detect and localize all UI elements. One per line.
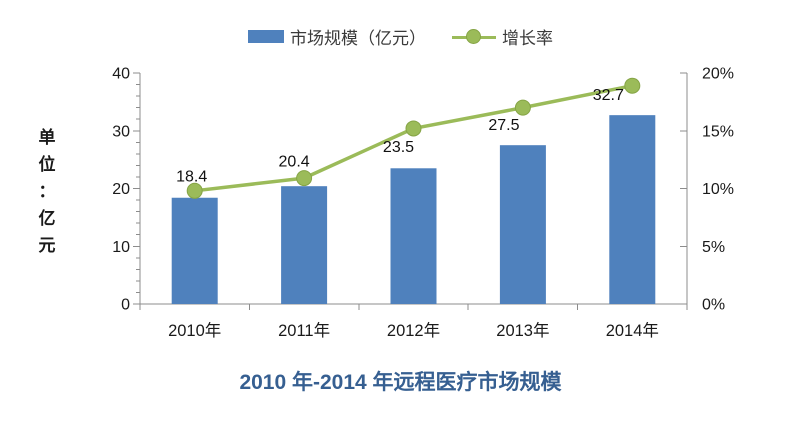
bar-2010年 bbox=[171, 197, 218, 304]
bar-value-label: 32.7 bbox=[593, 87, 624, 104]
secondary-y-axis-tick-label: 0% bbox=[702, 297, 725, 314]
y-axis-unit-label: 单位 ： 亿元 bbox=[34, 124, 60, 259]
line-marker-dot-icon bbox=[466, 28, 481, 44]
legend-label-market-size: 市场规模（亿元） bbox=[290, 29, 426, 48]
chart-title: 2010 年-2014 年远程医疗市场规模 bbox=[239, 371, 562, 394]
y-axis-unit-char: 单 bbox=[38, 128, 56, 147]
bar-value-label: 27.5 bbox=[488, 117, 519, 134]
bar-2012年 bbox=[390, 168, 437, 304]
secondary-y-axis-tick-label: 20% bbox=[702, 66, 734, 83]
y-axis-tick-label: 10 bbox=[112, 239, 130, 256]
growth-rate-marker-2010年 bbox=[186, 182, 203, 199]
y-axis-unit-char: 亿 bbox=[38, 209, 56, 228]
x-axis-category-label: 2012年 bbox=[387, 321, 440, 340]
bar-2013年 bbox=[499, 145, 546, 304]
legend-item-growth-rate: 增长率 bbox=[452, 24, 553, 49]
y-axis-tick-label: 30 bbox=[112, 123, 130, 140]
bar-value-label: 18.4 bbox=[176, 168, 207, 185]
growth-rate-marker-2013年 bbox=[514, 99, 531, 116]
x-axis-category-label: 2011年 bbox=[278, 321, 330, 340]
legend-label-growth-rate: 增长率 bbox=[502, 29, 553, 48]
line-series-swatch bbox=[452, 28, 496, 45]
y-axis-unit-char: ： bbox=[38, 182, 56, 201]
growth-rate-marker-2012年 bbox=[405, 120, 422, 137]
secondary-y-axis-tick-label: 5% bbox=[702, 239, 725, 256]
y-axis-tick-label: 20 bbox=[112, 181, 130, 198]
y-axis-tick-label: 40 bbox=[112, 66, 130, 83]
bar-2014年 bbox=[609, 115, 656, 304]
x-axis-category-label: 2010年 bbox=[168, 321, 221, 340]
legend-item-market-size: 市场规模（亿元） bbox=[248, 24, 426, 49]
y-axis-unit-char: 位 bbox=[38, 155, 56, 174]
y-axis-tick-label: 0 bbox=[121, 297, 130, 314]
growth-rate-marker-2014年 bbox=[624, 77, 641, 94]
y-axis-unit-char: 元 bbox=[38, 236, 56, 255]
legend: 市场规模（亿元） 增长率 bbox=[0, 24, 801, 49]
growth-rate-marker-2011年 bbox=[296, 170, 313, 187]
secondary-y-axis-tick-label: 15% bbox=[702, 123, 734, 140]
bar-2011年 bbox=[281, 186, 328, 304]
x-axis-category-label: 2014年 bbox=[606, 321, 659, 340]
secondary-y-axis-tick-label: 10% bbox=[702, 181, 734, 198]
bar-value-label: 23.5 bbox=[383, 139, 414, 156]
bar-value-label: 20.4 bbox=[279, 154, 310, 171]
x-axis-category-label: 2013年 bbox=[496, 321, 549, 340]
bar-series-swatch bbox=[248, 30, 284, 43]
